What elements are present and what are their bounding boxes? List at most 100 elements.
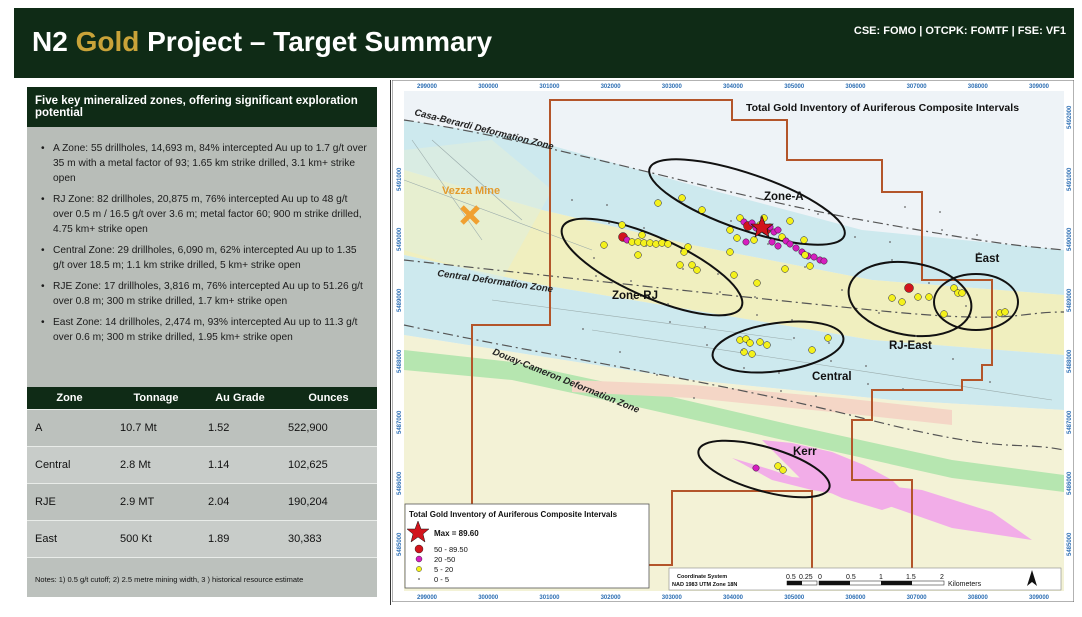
drill-point-low (664, 240, 672, 248)
drill-point-trace (693, 397, 695, 399)
drill-point-trace (828, 342, 830, 344)
drill-point-trace (928, 282, 930, 284)
drill-point-trace (904, 206, 906, 208)
top-tick-label: 306000 (845, 84, 866, 90)
right-tick-label: 5492000 (1067, 105, 1073, 129)
drill-point-trace (704, 326, 706, 328)
top-tick-label: 303000 (662, 84, 683, 90)
drill-point-low (652, 240, 660, 248)
central-label: Central (812, 371, 852, 383)
table-header: Ounces (280, 387, 377, 410)
table-cell: 522,900 (280, 409, 377, 447)
map-legend: Total Gold Inventory of Auriferous Compo… (404, 503, 650, 589)
left-tick-label: 5485000 (397, 532, 403, 556)
rj-east-ellipse (847, 260, 973, 338)
table-notes: Notes: 1) 0.5 g/t cutoff; 2) 2.5 metre m… (27, 570, 377, 597)
drill-point-medium (742, 238, 750, 246)
drill-point-low (726, 226, 734, 234)
drill-point-trace (965, 305, 967, 307)
scale-label: 1 (879, 574, 883, 581)
drill-point-trace (852, 218, 854, 220)
table-row: A 10.7 Mt 1.52 522,900 (27, 409, 377, 447)
table-cell: A (27, 409, 112, 447)
drill-point-low (634, 238, 642, 246)
bullet-rje-zone: RJE Zone: 17 drillholes, 3,816 m, 76% in… (37, 279, 367, 309)
kerr-label: Kerr (793, 446, 817, 458)
legend-item: 50 - 89.50 (434, 545, 468, 554)
drill-point-low (781, 265, 789, 273)
drill-point-low (958, 289, 966, 297)
drill-point-low (800, 236, 808, 244)
drill-point-medium (752, 464, 760, 472)
table-header: Au Grade (200, 387, 280, 410)
drill-point-medium (820, 257, 828, 265)
drill-point-trace (841, 289, 843, 291)
drill-point-trace (878, 312, 880, 314)
drill-point-trace (791, 319, 793, 321)
bottom-tick-label: 309000 (1029, 595, 1050, 601)
left-tick-label: 5488000 (397, 349, 403, 373)
table-row: Central 2.8 Mt 1.14 102,625 (27, 446, 377, 484)
table-row: East 500 Kt 1.89 30,383 (27, 520, 377, 558)
top-tick-label: 309000 (1029, 84, 1050, 90)
drill-point-trace (804, 266, 806, 268)
drill-point-low (806, 262, 814, 270)
drill-point-medium (768, 238, 776, 246)
table-cell: 190,204 (280, 483, 377, 521)
drill-point-trace (767, 243, 769, 245)
drill-point-trace (741, 349, 743, 351)
left-tick-label: 5490000 (397, 227, 403, 251)
drill-point-trace (667, 303, 669, 305)
ticker-symbols: CSE: FOMO | OTCPK: FOMTF | FSE: VF1 (853, 25, 1066, 37)
header-bar: N2 Gold Project – Target Summary CSE: FO… (14, 8, 1074, 78)
table-header: Zone (27, 387, 112, 410)
drill-point-trace (719, 291, 721, 293)
map-title: Total Gold Inventory of Auriferous Compo… (746, 102, 1019, 114)
page-title: N2 Gold Project – Target Summary (32, 26, 493, 57)
geo-unit-green (404, 350, 1064, 492)
scale-label: 2 (940, 574, 944, 581)
drill-point-trace (643, 227, 645, 229)
legend-grey-dot (418, 578, 420, 580)
drill-point-trace (976, 234, 978, 236)
central-ellipse (711, 320, 845, 374)
left-tick-label: 5489000 (397, 288, 403, 312)
bottom-tick-label: 306000 (845, 595, 866, 601)
drill-point-trace (682, 268, 684, 270)
zone-a-label: Zone-A (764, 191, 804, 203)
zone-a-ellipse (648, 158, 846, 246)
summary-heading: Five key mineralized zones, offering sig… (27, 87, 377, 127)
drill-point-low (618, 221, 626, 229)
table-cell: Central (27, 446, 112, 484)
drill-point-trace (571, 199, 573, 201)
table-cell: 102,625 (280, 446, 377, 484)
table-cell: 2.04 (200, 483, 280, 521)
drill-point-low (678, 194, 686, 202)
drill-point-trace (706, 344, 708, 346)
drill-point-trace (608, 222, 610, 224)
bottom-tick-label: 303000 (662, 595, 683, 601)
summary-panel: Five key mineralized zones, offering sig… (27, 87, 377, 597)
bullet-a-zone: A Zone: 55 drillholes, 14,693 m, 84% int… (37, 141, 367, 186)
drill-point-low (684, 243, 692, 251)
right-tick-label: 5486000 (1067, 471, 1073, 495)
top-tick-label: 305000 (784, 84, 805, 90)
bullet-central-zone: Central Zone: 29 drillholes, 6,090 m, 62… (37, 243, 367, 273)
drill-point-trace (915, 335, 917, 337)
legend-star-icon (406, 520, 430, 543)
scale-label: 0.25 (799, 574, 813, 581)
kerr-ellipse (697, 439, 831, 499)
drill-point-trace (743, 367, 745, 369)
drill-point-low (748, 350, 756, 358)
zone-rj-label: Zone-RJ (612, 290, 658, 302)
drill-point-low (824, 334, 832, 342)
top-tick-label: 307000 (907, 84, 928, 90)
bottom-tick-label: 307000 (907, 595, 928, 601)
drill-point-low (786, 217, 794, 225)
top-tick-label: 299000 (417, 84, 438, 90)
drill-point-low (730, 271, 738, 279)
drill-point-low (774, 462, 782, 470)
top-tick-label: 300000 (478, 84, 499, 90)
legend-item: 5 - 20 (434, 565, 453, 574)
drill-point-trace (854, 236, 856, 238)
